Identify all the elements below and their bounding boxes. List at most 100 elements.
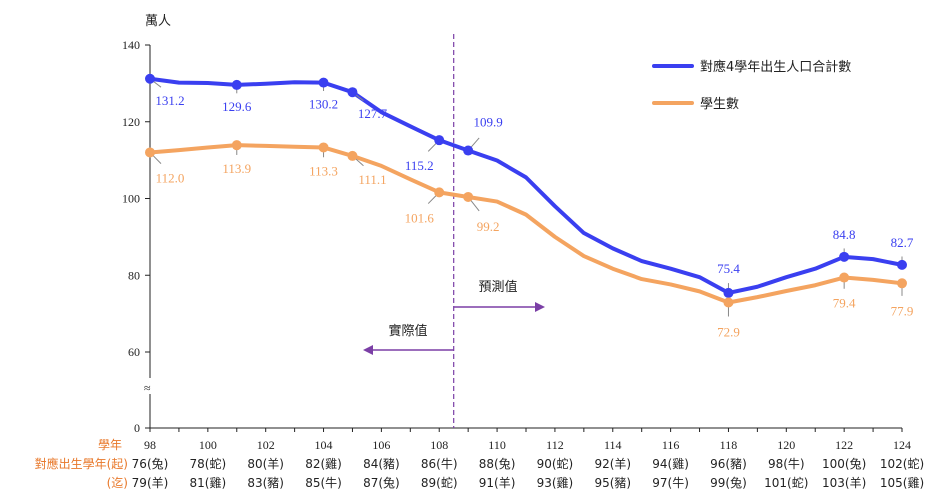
birth-year-start-label: 76(兔)	[132, 456, 169, 471]
birth-year-start-label: 82(雞)	[305, 457, 342, 471]
forecast-arrow-head	[535, 302, 545, 312]
x-tick-label: 104	[315, 438, 333, 452]
birth-year-end-label: 105(雞)	[880, 476, 924, 490]
legend-swatch-students	[652, 100, 694, 105]
legend-swatch-births	[652, 63, 694, 68]
y-tick-label: 100	[122, 192, 140, 206]
legend-label-births: 對應4學年出生人口合計數	[700, 60, 852, 75]
data-point	[347, 150, 358, 161]
legend-item-students: 學生數	[652, 93, 739, 112]
x-tick-label: 106	[372, 438, 390, 452]
data-label: 129.6	[222, 99, 252, 114]
data-label: 75.4	[717, 261, 740, 276]
data-point	[897, 259, 907, 270]
axis-break-symbol: ≈	[144, 381, 151, 395]
data-label: 127.7	[358, 106, 388, 121]
y-tick-label: 60	[128, 345, 140, 359]
data-label: 130.2	[309, 97, 338, 112]
birth-year-start-label: 92(羊)	[594, 456, 631, 471]
birth-year-start-label: 88(兔)	[479, 456, 516, 471]
birth-year-end-label: 91(羊)	[479, 475, 516, 490]
x-tick-label: 122	[835, 438, 853, 452]
data-label: 84.8	[833, 227, 856, 242]
birth-year-start-label: 80(羊)	[247, 456, 284, 471]
x-tick-label: 114	[604, 438, 622, 452]
birth-year-end-label: 101(蛇)	[764, 475, 808, 490]
birth-year-start-label: 84(豬)	[363, 457, 400, 471]
data-point	[318, 142, 329, 153]
data-point	[231, 140, 242, 151]
data-label: 112.0	[156, 170, 185, 185]
y-axis-unit-label: 萬人	[145, 14, 171, 29]
data-label: 79.4	[833, 296, 856, 311]
data-point	[231, 79, 242, 90]
y-tick-label: 120	[122, 115, 140, 129]
data-point	[434, 187, 445, 198]
data-point	[723, 297, 734, 308]
y-tick-label: 0	[134, 421, 140, 435]
x-tick-label: 108	[430, 438, 448, 452]
birth-year-end-label: 97(牛)	[652, 475, 689, 490]
data-label: 109.9	[474, 115, 503, 130]
data-label: 131.2	[155, 93, 184, 108]
data-point	[145, 147, 155, 158]
data-label: 113.3	[309, 163, 338, 178]
axis-break-mask	[144, 378, 156, 394]
x-tick-label: 120	[777, 438, 795, 452]
data-label: 77.9	[891, 303, 914, 318]
birth-year-start-label: 90(蛇)	[537, 456, 574, 471]
birth-row-label-start: 對應出生學年(起)	[35, 456, 128, 471]
x-tick-label: 110	[488, 438, 506, 452]
legend-label-students: 學生數	[700, 97, 740, 112]
birth-year-end-label: 95(豬)	[594, 476, 631, 490]
x-row-label: 學年	[98, 438, 122, 452]
x-tick-label: 98	[144, 438, 156, 452]
birth-year-end-label: 99(兔)	[710, 475, 747, 490]
x-tick-label: 112	[546, 438, 564, 452]
birth-year-start-label: 94(雞)	[652, 457, 689, 471]
data-point	[897, 278, 907, 289]
birth-year-end-label: 93(雞)	[537, 476, 574, 490]
x-tick-label: 116	[662, 438, 680, 452]
data-point	[463, 145, 474, 156]
data-label: 82.7	[891, 235, 914, 250]
birth-year-start-label: 86(牛)	[421, 456, 458, 471]
x-tick-label: 102	[257, 438, 275, 452]
data-label: 115.2	[405, 158, 434, 173]
data-label: 101.6	[405, 210, 435, 225]
data-point	[318, 77, 329, 88]
data-point	[145, 73, 155, 84]
legend-item-births: 對應4學年出生人口合計數	[652, 56, 851, 75]
data-point	[839, 251, 850, 262]
birth-year-end-label: 103(羊)	[822, 475, 866, 490]
birth-year-end-label: 89(蛇)	[421, 475, 458, 490]
data-point	[723, 287, 734, 298]
birth-row-label-end: (迄)	[107, 476, 128, 490]
data-label: 111.1	[358, 172, 386, 187]
y-tick-label: 140	[122, 38, 140, 52]
birth-year-end-label: 79(羊)	[132, 475, 169, 490]
actual-arrow-head	[363, 345, 373, 355]
data-label: 113.9	[222, 161, 251, 176]
y-tick-label: 80	[128, 268, 140, 282]
forecast-label: 預測值	[478, 279, 517, 295]
series-line-1	[148, 143, 904, 305]
birth-year-start-label: 78(蛇)	[190, 456, 227, 471]
data-point	[347, 87, 358, 98]
x-tick-label: 100	[199, 438, 217, 452]
birth-year-start-label: 98(牛)	[768, 456, 805, 471]
birth-year-end-label: 85(牛)	[305, 475, 342, 490]
birth-year-start-label: 102(蛇)	[880, 456, 924, 471]
x-tick-label: 118	[720, 438, 738, 452]
data-point	[839, 272, 850, 283]
data-point	[463, 191, 474, 202]
actual-label: 實際值	[388, 323, 427, 339]
data-point	[434, 135, 445, 146]
birth-year-end-label: 83(豬)	[247, 476, 284, 490]
birth-year-start-label: 100(兔)	[822, 456, 866, 471]
x-tick-label: 124	[893, 438, 911, 452]
data-label: 72.9	[717, 324, 740, 339]
series-line-0	[148, 76, 904, 295]
birth-year-start-label: 96(豬)	[710, 457, 747, 471]
